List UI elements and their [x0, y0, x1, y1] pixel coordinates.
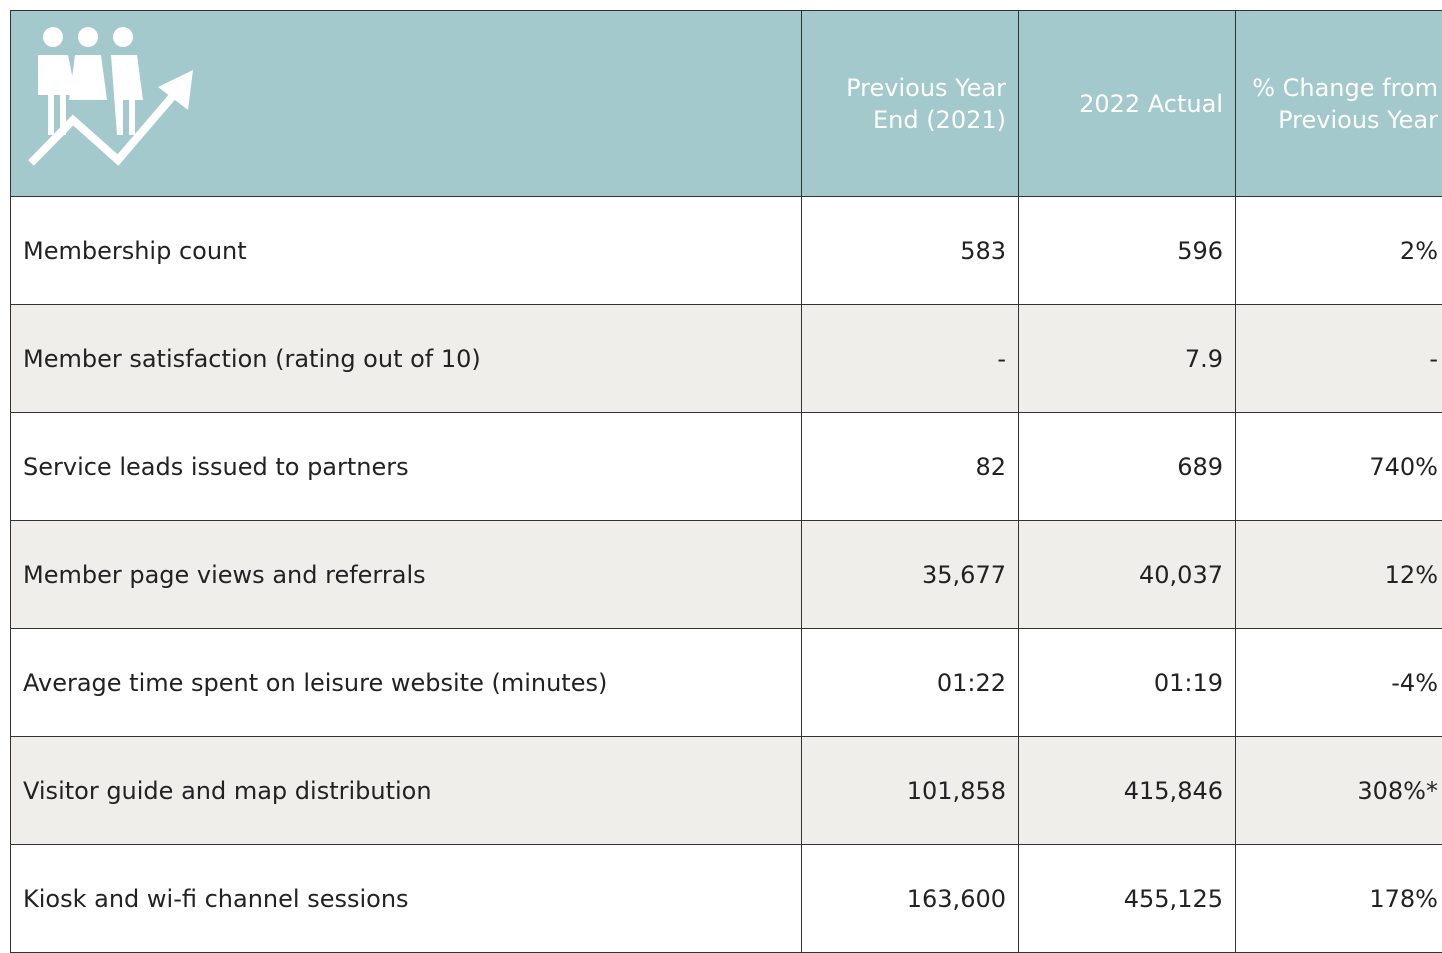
- label-cell: Member satisfaction (rating out of 10): [11, 305, 802, 413]
- value-cell: 415,846: [1019, 737, 1236, 845]
- value-cell: 455,125: [1019, 845, 1236, 953]
- header-cell: % Change from Previous Year: [1236, 11, 1442, 197]
- label-cell: Average time spent on leisure website (m…: [11, 629, 802, 737]
- value-cell: 2%: [1236, 197, 1442, 305]
- value-cell: 40,037: [1019, 521, 1236, 629]
- value-cell: 740%: [1236, 413, 1442, 521]
- value-cell: 101,858: [802, 737, 1019, 845]
- label-cell: Membership count: [11, 197, 802, 305]
- header-cell: 2022 Actual: [1019, 11, 1236, 197]
- value-cell: 163,600: [802, 845, 1019, 953]
- label-cell: Visitor guide and map distribution: [11, 737, 802, 845]
- label-cell: Service leads issued to partners: [11, 413, 802, 521]
- label-cell: Kiosk and wi-fi channel sessions: [11, 845, 802, 953]
- value-cell: -: [802, 305, 1019, 413]
- people-growth-icon: [23, 25, 203, 175]
- value-cell: 01:22: [802, 629, 1019, 737]
- value-cell: -: [1236, 305, 1442, 413]
- header-cell: [11, 11, 802, 197]
- value-cell: 35,677: [802, 521, 1019, 629]
- value-cell: 689: [1019, 413, 1236, 521]
- value-cell: 308%*: [1236, 737, 1442, 845]
- label-cell: Member page views and referrals: [11, 521, 802, 629]
- value-cell: 7.9: [1019, 305, 1236, 413]
- table-row: Average time spent on leisure website (m…: [11, 629, 1442, 737]
- value-cell: 82: [802, 413, 1019, 521]
- value-cell: 583: [802, 197, 1019, 305]
- header-row: Previous Year End (2021)2022 Actual% Cha…: [11, 11, 1442, 197]
- value-cell: 01:19: [1019, 629, 1236, 737]
- value-cell: -4%: [1236, 629, 1442, 737]
- header-cell: Previous Year End (2021): [802, 11, 1019, 197]
- value-cell: 178%: [1236, 845, 1442, 953]
- value-cell: 12%: [1236, 521, 1442, 629]
- value-cell: 596: [1019, 197, 1236, 305]
- table-row: Member satisfaction (rating out of 10)-7…: [11, 305, 1442, 413]
- metrics-table: Previous Year End (2021)2022 Actual% Cha…: [10, 10, 1442, 953]
